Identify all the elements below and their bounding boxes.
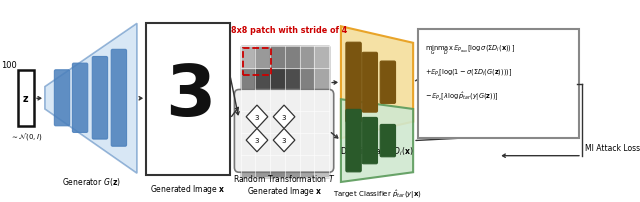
Text: Target Classifier $\hat{p}_{tar}(y|\mathbf{x})$: Target Classifier $\hat{p}_{tar}(y|\math…	[333, 188, 422, 200]
Bar	[270, 155, 285, 177]
Bar	[270, 46, 285, 68]
Polygon shape	[246, 129, 268, 152]
Text: $\mathbf{3}$: $\mathbf{3}$	[164, 60, 211, 130]
Bar	[241, 46, 255, 68]
Bar	[255, 134, 270, 155]
Bar	[300, 46, 314, 68]
Polygon shape	[45, 24, 137, 173]
Bar	[270, 112, 285, 134]
Bar	[255, 155, 270, 177]
Polygon shape	[246, 106, 268, 129]
Polygon shape	[273, 129, 295, 152]
Text: 3: 3	[282, 114, 286, 120]
Text: MI Attack Loss: MI Attack Loss	[584, 143, 640, 152]
Bar	[255, 46, 270, 68]
Bar	[285, 155, 300, 177]
Bar	[285, 90, 300, 112]
Bar	[300, 112, 314, 134]
Text: $+\mathbb{E}_{P_z}\!\left[\log\!\left(1-\sigma(\Sigma D_i(G(\mathbf{z})))\right): $+\mathbb{E}_{P_z}\!\left[\log\!\left(1-…	[425, 67, 512, 78]
Bar	[241, 46, 329, 177]
Text: Generated Image $\mathbf{x}$: Generated Image $\mathbf{x}$	[247, 184, 323, 197]
Bar	[314, 112, 329, 134]
Bar	[241, 134, 255, 155]
Bar	[314, 90, 329, 112]
Text: $\sim\mathcal{N}(0,I)$: $\sim\mathcal{N}(0,I)$	[10, 131, 42, 142]
FancyBboxPatch shape	[146, 24, 230, 175]
Polygon shape	[341, 27, 413, 139]
Bar	[285, 134, 300, 155]
Bar	[255, 90, 270, 112]
FancyBboxPatch shape	[92, 57, 108, 139]
FancyBboxPatch shape	[418, 30, 579, 139]
Text: Generated Image $\mathbf{x}$: Generated Image $\mathbf{x}$	[150, 182, 226, 195]
FancyBboxPatch shape	[54, 70, 70, 126]
Polygon shape	[341, 100, 413, 182]
Bar	[241, 112, 255, 134]
Bar	[270, 90, 285, 112]
FancyBboxPatch shape	[234, 90, 333, 172]
Bar	[255, 68, 270, 90]
FancyBboxPatch shape	[380, 62, 396, 104]
Bar	[300, 90, 314, 112]
FancyBboxPatch shape	[380, 125, 396, 157]
Text: 100: 100	[1, 61, 17, 70]
Text: $\mathbf{z}$: $\mathbf{z}$	[22, 94, 29, 104]
Text: 8x8 patch with stride of 4: 8x8 patch with stride of 4	[231, 26, 348, 35]
Text: 3: 3	[255, 137, 259, 143]
FancyBboxPatch shape	[346, 110, 361, 172]
Text: 3: 3	[255, 114, 259, 120]
Bar	[241, 68, 255, 90]
Bar	[285, 46, 300, 68]
Bar	[285, 112, 300, 134]
Bar	[270, 134, 285, 155]
Text: $-\,\mathbb{E}_{P_z}[\lambda\log\hat{p}_{tar}(y|G(\mathbf{z}))]$: $-\,\mathbb{E}_{P_z}[\lambda\log\hat{p}_…	[425, 90, 499, 102]
Bar	[314, 68, 329, 90]
FancyBboxPatch shape	[111, 50, 127, 146]
FancyBboxPatch shape	[18, 71, 34, 127]
FancyBboxPatch shape	[72, 64, 88, 133]
FancyBboxPatch shape	[362, 118, 378, 164]
Bar	[285, 68, 300, 90]
Bar	[241, 155, 255, 177]
Text: Random Transformation $T$: Random Transformation $T$	[233, 172, 335, 183]
FancyBboxPatch shape	[346, 43, 361, 123]
Bar	[270, 68, 285, 90]
Bar	[300, 68, 314, 90]
Text: 3: 3	[282, 137, 286, 143]
Polygon shape	[273, 106, 295, 129]
Bar	[300, 134, 314, 155]
Text: Generator $G(\mathbf{z})$: Generator $G(\mathbf{z})$	[61, 175, 120, 187]
Bar	[314, 155, 329, 177]
Bar	[300, 155, 314, 177]
Text: Discriminator $D_i(\mathbf{x})$: Discriminator $D_i(\mathbf{x})$	[340, 145, 414, 158]
Text: $\min_G\max_D\,\mathbb{E}_{P_{aux}}[\log\sigma(\Sigma D_i(\mathbf{x}))\,]$: $\min_G\max_D\,\mathbb{E}_{P_{aux}}[\log…	[425, 43, 515, 56]
Bar	[314, 134, 329, 155]
Bar	[241, 90, 255, 112]
FancyBboxPatch shape	[362, 53, 378, 113]
Bar	[314, 46, 329, 68]
Bar	[255, 112, 270, 134]
